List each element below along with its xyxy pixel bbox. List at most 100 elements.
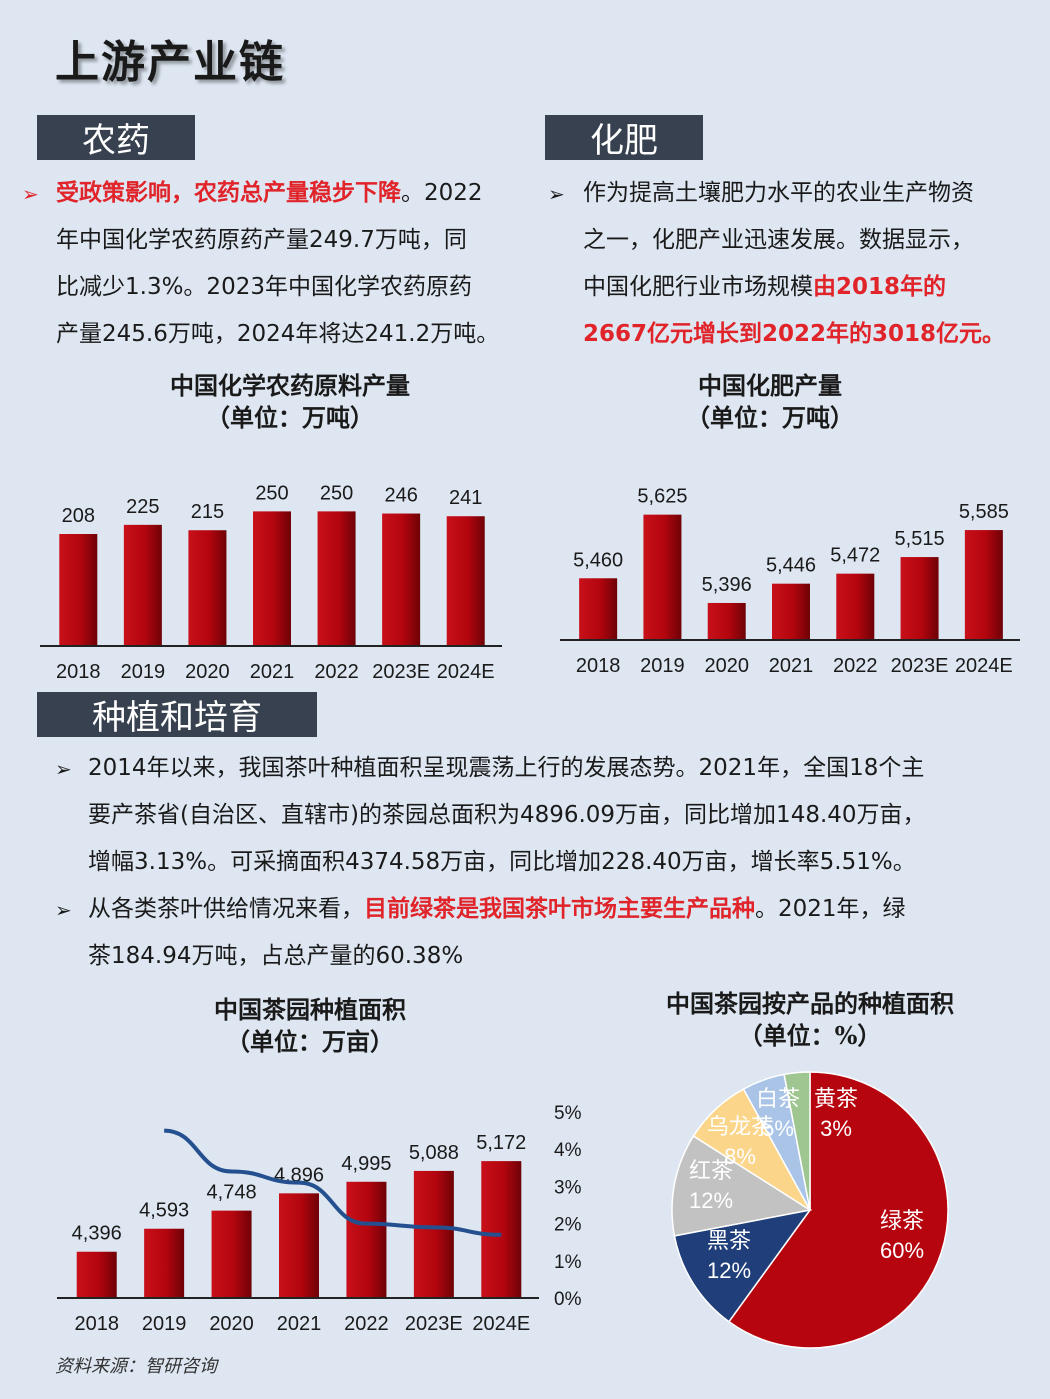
slice-pct-label: 8% [724, 1144, 756, 1169]
tea-pie-chart: 绿茶 60% 黑茶 12% 红茶 12% 乌龙茶 8% 白茶 5% 黄茶 3% [671, 1071, 949, 1349]
x-tick-label: 2022 [344, 1313, 389, 1335]
data-label: 225 [126, 496, 159, 518]
slice-pct-label: 60% [880, 1238, 924, 1263]
pie-slice [727, 1071, 949, 1349]
growth-rate-line [164, 1128, 502, 1237]
pesticide-text-2: 年中国化学农药原药产量249.7万吨，同 [56, 227, 467, 253]
data-label: 5,172 [476, 1132, 526, 1154]
slice-pct-label: 5% [762, 1116, 794, 1141]
x-tick-label: 2021 [769, 655, 814, 677]
y2-tick-label: 5% [554, 1103, 582, 1124]
bar [144, 1228, 185, 1298]
data-label: 246 [384, 485, 417, 507]
x-tick-label: 2021 [277, 1313, 322, 1335]
slice-name-label: 乌龙茶 [707, 1114, 773, 1139]
data-label: 5,625 [637, 486, 687, 508]
bar [900, 557, 939, 640]
x-tick-label: 2020 [185, 661, 230, 683]
slice-pct-label: 12% [689, 1188, 733, 1213]
chart-title: 中国化肥产量 [698, 371, 842, 400]
page-title: 上游产业链 [55, 37, 285, 88]
chart-subtitle: （单位：万吨） [686, 403, 854, 432]
data-label: 215 [191, 501, 224, 523]
slice-name-label: 红茶 [689, 1158, 733, 1183]
bar [413, 1170, 454, 1298]
slice-pct-label: 12% [707, 1258, 751, 1283]
y2-tick-label: 1% [554, 1252, 582, 1273]
fertilizer-text-2: 之一，化肥产业迅速发展。数据显示， [583, 227, 974, 253]
x-tick-label: 2019 [640, 655, 685, 677]
bar [964, 530, 1003, 640]
x-tick-label: 2018 [56, 661, 101, 683]
data-label: 5,088 [409, 1142, 459, 1164]
x-tick-label: 2020 [704, 655, 749, 677]
bar [346, 1181, 387, 1298]
arrow-bullet-icon: ➢ [22, 182, 39, 206]
pesticide-chart-title: 中国化学农药原料产量 （单位：万吨） [120, 370, 460, 434]
fertilizer-chart-title: 中国化肥产量 （单位：万吨） [600, 370, 940, 434]
chart-title: 中国化学农药原料产量 [170, 371, 410, 400]
data-label: 5,585 [959, 501, 1009, 523]
pesticide-text-3: 比减少1.3%。2023年中国化学农药原药 [56, 274, 472, 300]
pie-slice [783, 1071, 811, 1211]
pesticide-text: ➢ 受政策影响，农药总产量稳步下降。2022 年中国化学农药原药产量249.7万… [22, 170, 542, 358]
data-label: 5,460 [573, 549, 623, 571]
fertilizer-tag: 化肥 [545, 115, 703, 161]
x-tick-label: 2018 [576, 655, 621, 677]
data-label: 5,446 [766, 555, 816, 577]
slice-name-label: 黄茶 [814, 1086, 858, 1111]
bar [59, 534, 98, 646]
pie-slice [673, 1208, 812, 1323]
data-label: 4,593 [139, 1200, 189, 1222]
planting-text-4: 从各类茶叶供给情况来看， [88, 896, 364, 922]
x-tick-label: 2024E [955, 655, 1013, 677]
tea-area-chart-title: 中国茶园种植面积 （单位：万亩） [140, 994, 480, 1058]
y2-tick-label: 3% [554, 1177, 582, 1198]
pesticide-highlight: 受政策影响，农药总产量稳步下降 [56, 180, 401, 206]
arrow-bullet-icon: ➢ [548, 182, 565, 206]
bar [76, 1251, 117, 1298]
planting-text-3: 增幅3.13%。可采摘面积4374.58万亩，同比增加228.40万亩，增长率5… [88, 849, 916, 875]
slice-pct-label: 3% [820, 1116, 852, 1141]
x-tick-label: 2018 [74, 1313, 119, 1335]
bar [211, 1210, 252, 1298]
data-label: 4,995 [341, 1153, 391, 1175]
fertilizer-highlight-1: 由2018年的 [813, 274, 947, 300]
y2-tick-label: 2% [554, 1215, 582, 1236]
pie-slice [671, 1135, 813, 1237]
bar [707, 602, 746, 640]
data-label: 4,748 [207, 1182, 257, 1204]
bar [188, 530, 227, 646]
fertilizer-highlight-2: 2667亿元增长到2022年的3018亿元。 [583, 321, 1006, 347]
tea-area-combo-chart: 4,39620184,59320194,74820204,89620214,99… [57, 1103, 582, 1335]
bar [772, 583, 810, 640]
pesticide-text-4: 产量245.6万吨，2024年将达241.2万吨。 [56, 321, 500, 347]
planting-text: ➢ ➢ 2014年以来，我国茶叶种植面积呈现震荡上行的发展态势。2021年，全国… [55, 745, 1035, 980]
fertilizer-text: ➢ 作为提高土壤肥力水平的农业生产物资 之一，化肥产业迅速发展。数据显示， 中国… [548, 170, 1038, 358]
arrow-bullet-icon: ➢ [55, 898, 72, 922]
data-label: 4,396 [72, 1223, 122, 1245]
data-label: 241 [449, 487, 482, 509]
data-label: 5,472 [830, 545, 880, 567]
x-tick-label: 2019 [121, 661, 166, 683]
x-tick-label: 2022 [314, 661, 359, 683]
bar [481, 1161, 522, 1298]
arrow-bullet-icon: ➢ [55, 757, 72, 781]
planting-text-2: 要产茶省(自治区、直辖市)的茶园总面积为4896.09万亩，同比增加148.40… [88, 802, 926, 828]
x-tick-label: 2022 [833, 655, 878, 677]
bar [579, 578, 618, 640]
chart-subtitle: （单位：万吨） [206, 403, 374, 432]
bar [279, 1193, 319, 1298]
chart-subtitle: （单位：万亩） [226, 1027, 394, 1056]
data-label: 250 [255, 482, 288, 504]
x-tick-label: 2023E [891, 655, 949, 677]
x-tick-label: 2021 [250, 661, 295, 683]
planting-text-6: 茶184.94万吨，占总产量的60.38% [88, 943, 464, 969]
bar [382, 513, 421, 646]
x-tick-label: 2024E [437, 661, 495, 683]
data-label: 5,515 [895, 528, 945, 550]
fertilizer-text-3: 中国化肥行业市场规模 [583, 274, 813, 300]
y2-tick-label: 4% [554, 1140, 582, 1161]
chart-title: 中国茶园种植面积 [214, 995, 406, 1024]
pesticide-tag: 农药 [37, 115, 195, 161]
